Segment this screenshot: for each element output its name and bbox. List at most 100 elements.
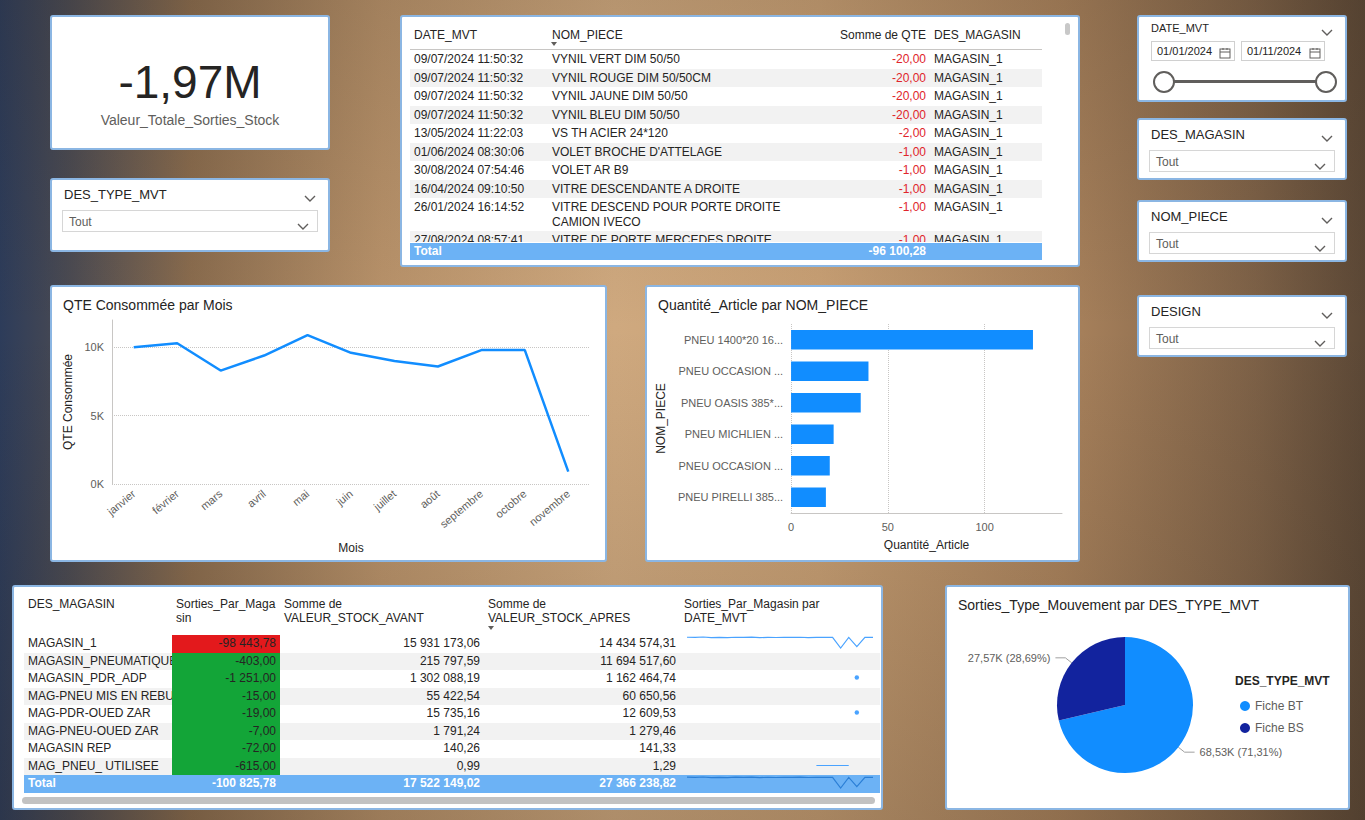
html-text:-403,00: -403,00 <box>235 653 276 668</box>
html-text:MAGASIN_1: MAGASIN_1 <box>934 52 1003 66</box>
html-text:11 694 517,60: 11 694 517,60 <box>600 653 676 668</box>
svg-text:NOM_PIECE: NOM_PIECE <box>654 383 668 454</box>
html-text:13/05/2024 11:22:03: 13/05/2024 11:22:03 <box>414 126 524 140</box>
html-text:Tout: Tout <box>69 215 92 229</box>
html-text:-20,00: -20,00 <box>892 89 926 103</box>
html-text:VYNIL VERT DIM 50/50: VYNIL VERT DIM 50/50 <box>552 52 680 66</box>
svg-text:Quantité_Article par NOM_PIECE: Quantité_Article par NOM_PIECE <box>658 297 868 313</box>
html-text:VOLET AR B9: VOLET AR B9 <box>552 163 629 177</box>
svg-text:0: 0 <box>788 521 794 533</box>
html-text:MAGASIN_1: MAGASIN_1 <box>934 70 1003 85</box>
svg-text:mai: mai <box>290 487 311 508</box>
svg-text:Fiche BT: Fiche BT <box>1255 699 1304 713</box>
html-text:Sorties_Par_Magasin: Sorties_Par_Magasin <box>176 597 276 625</box>
html-text:VOLET BROCHE D'ATTELAGE: VOLET BROCHE D'ATTELAGE <box>552 144 722 159</box>
html-text:-1,00: -1,00 <box>898 181 926 196</box>
html-text:Somme de VALEUR_STOCK_APRES: Somme de VALEUR_STOCK_APRES <box>488 597 631 625</box>
svg-text:DES_TYPE_MVT: DES_TYPE_MVT <box>1235 674 1330 688</box>
html-text:-20,00: -20,00 <box>892 107 926 122</box>
svg-text:PNEU OCCASION ...: PNEU OCCASION ... <box>679 365 784 377</box>
html-text:Valeur_Totale_Sorties_Stock: Valeur_Totale_Sorties_Stock <box>100 112 280 128</box>
html-text:-1,00: -1,00 <box>898 144 926 159</box>
svg-text:octobre: octobre <box>493 487 529 520</box>
svg-text:septembre: septembre <box>438 487 486 530</box>
html-text:DES_MAGASIN: DES_MAGASIN <box>934 28 1021 42</box>
html-text:MAGASIN_1: MAGASIN_1 <box>934 144 1003 159</box>
html-text:VITRE DESCENDANTE A DROITE: VITRE DESCENDANTE A DROITE <box>552 181 740 196</box>
html-text:1 279,46: 1 279,46 <box>629 723 676 738</box>
svg-text:0K: 0K <box>91 478 105 490</box>
html-text:Somme de QTE: Somme de QTE <box>840 28 926 42</box>
html-text:1,29: 1,29 <box>652 758 676 773</box>
html-text:MAGASIN_1: MAGASIN_1 <box>934 126 1003 140</box>
html-text:60 650,56: 60 650,56 <box>622 688 676 703</box>
html-text:MAGASIN_1: MAGASIN_1 <box>934 163 1003 177</box>
html-text:-20,00: -20,00 <box>892 70 926 85</box>
html-text:-2,00: -2,00 <box>898 126 926 140</box>
html-text:-1,00: -1,00 <box>898 163 926 177</box>
html-text:VS TH ACIER 24*120: VS TH ACIER 24*120 <box>552 126 668 140</box>
html-text:MAGASIN_1: MAGASIN_1 <box>934 107 1003 122</box>
html-text:NOM_PIECE: NOM_PIECE <box>552 28 623 42</box>
html-text:55 422,54: 55 422,54 <box>426 688 480 703</box>
svg-text:janvier: janvier <box>104 487 138 518</box>
svg-text:Fiche BS: Fiche BS <box>1255 721 1304 735</box>
html-text:-7,00: -7,00 <box>248 723 276 738</box>
svg-text:juin: juin <box>333 487 355 508</box>
html-text:DATE_MVT: DATE_MVT <box>414 28 478 42</box>
svg-text:100: 100 <box>975 521 993 533</box>
html-text:1 791,24: 1 791,24 <box>433 723 480 738</box>
html-text:Sorties_Par_Magasin par DATE_M: Sorties_Par_Magasin par DATE_MVT <box>684 597 820 625</box>
html-text:Tout: Tout <box>1156 332 1179 346</box>
html-text:09/07/2024 11:50:32: 09/07/2024 11:50:32 <box>414 89 524 103</box>
svg-text:QTE Consommée par Mois: QTE Consommée par Mois <box>63 297 233 313</box>
svg-text:PNEU PIRELLI 385...: PNEU PIRELLI 385... <box>678 491 783 503</box>
svg-text:Mois: Mois <box>338 541 363 555</box>
svg-text:février: février <box>150 487 181 516</box>
svg-text:10K: 10K <box>84 341 104 353</box>
svg-text:Quantité_Article: Quantité_Article <box>884 538 970 552</box>
html-text:VYNIL BLEU DIM 50/50: VYNIL BLEU DIM 50/50 <box>552 107 680 122</box>
html-text:215 797,59: 215 797,59 <box>419 653 480 668</box>
html-text:VYNIL JAUNE DIM 50/50: VYNIL JAUNE DIM 50/50 <box>552 89 688 103</box>
html-text:MAGASIN_1: MAGASIN_1 <box>934 89 1003 103</box>
html-text:DESIGN: DESIGN <box>1151 304 1201 319</box>
html-text:Somme de VALEUR_STOCK_AVANT: Somme de VALEUR_STOCK_AVANT <box>284 597 424 625</box>
svg-text:PNEU OCCASION ...: PNEU OCCASION ... <box>679 460 784 472</box>
html-text:09/07/2024 11:50:32: 09/07/2024 11:50:32 <box>414 52 524 66</box>
html-text:30/08/2024 07:54:46: 30/08/2024 07:54:46 <box>414 163 525 177</box>
svg-text:PNEU 1400*20 16...: PNEU 1400*20 16... <box>684 334 783 346</box>
html-text:DES_TYPE_MVT: DES_TYPE_MVT <box>64 187 167 202</box>
html-text:0,99: 0,99 <box>456 758 480 773</box>
svg-text:juillet: juillet <box>371 487 399 513</box>
html-text:Tout: Tout <box>1156 237 1179 251</box>
svg-text:68,53K (71,31%): 68,53K (71,31%) <box>1200 746 1283 758</box>
html-text:MAG_PNEU_ UTILISEE: MAG_PNEU_ UTILISEE <box>28 758 159 773</box>
svg-text:août: août <box>418 487 442 510</box>
svg-text:PNEU OASIS 385*...: PNEU OASIS 385*... <box>681 397 783 409</box>
html-text:09/07/2024 11:50:32: 09/07/2024 11:50:32 <box>414 70 524 85</box>
html-text:-1,97M: -1,97M <box>118 56 262 108</box>
svg-text:avril: avril <box>245 487 268 509</box>
html-text:NOM_PIECE: NOM_PIECE <box>1151 209 1228 224</box>
html-text:VITRE DESCEND POUR PORTE DROIT: VITRE DESCEND POUR PORTE DROITE CAMION I… <box>552 200 781 229</box>
html-text:DES_MAGASIN: DES_MAGASIN <box>1151 127 1245 142</box>
svg-text:50: 50 <box>882 521 894 533</box>
svg-text:mars: mars <box>198 487 225 512</box>
html-text:MAGASIN_1: MAGASIN_1 <box>934 181 1003 196</box>
html-text:16/04/2024 09:10:50: 16/04/2024 09:10:50 <box>414 181 525 196</box>
svg-text:27,57K (28,69%): 27,57K (28,69%) <box>968 652 1051 664</box>
svg-text:novembre: novembre <box>527 487 572 528</box>
html-text:09/07/2024 11:50:32: 09/07/2024 11:50:32 <box>414 107 524 122</box>
svg-text:Sorties_Type_Mouvement par DES: Sorties_Type_Mouvement par DES_TYPE_MVT <box>958 597 1260 613</box>
html-text:-615,00: -615,00 <box>235 758 276 773</box>
html-text:-15,00: -15,00 <box>242 688 276 703</box>
html-text:01/06/2024 08:30:06: 01/06/2024 08:30:06 <box>414 144 525 159</box>
html-text:-20,00: -20,00 <box>892 52 926 66</box>
svg-text:QTE Consommée: QTE Consommée <box>61 354 75 450</box>
svg-text:PNEU MICHLIEN ...: PNEU MICHLIEN ... <box>685 428 783 440</box>
svg-text:5K: 5K <box>91 410 105 422</box>
html-text:VYNIL ROUGE DIM 50/50CM: VYNIL ROUGE DIM 50/50CM <box>552 70 711 85</box>
html-text:MAG-PNEU-OUED ZAR: MAG-PNEU-OUED ZAR <box>28 723 159 738</box>
html-text:Tout: Tout <box>1156 155 1179 169</box>
